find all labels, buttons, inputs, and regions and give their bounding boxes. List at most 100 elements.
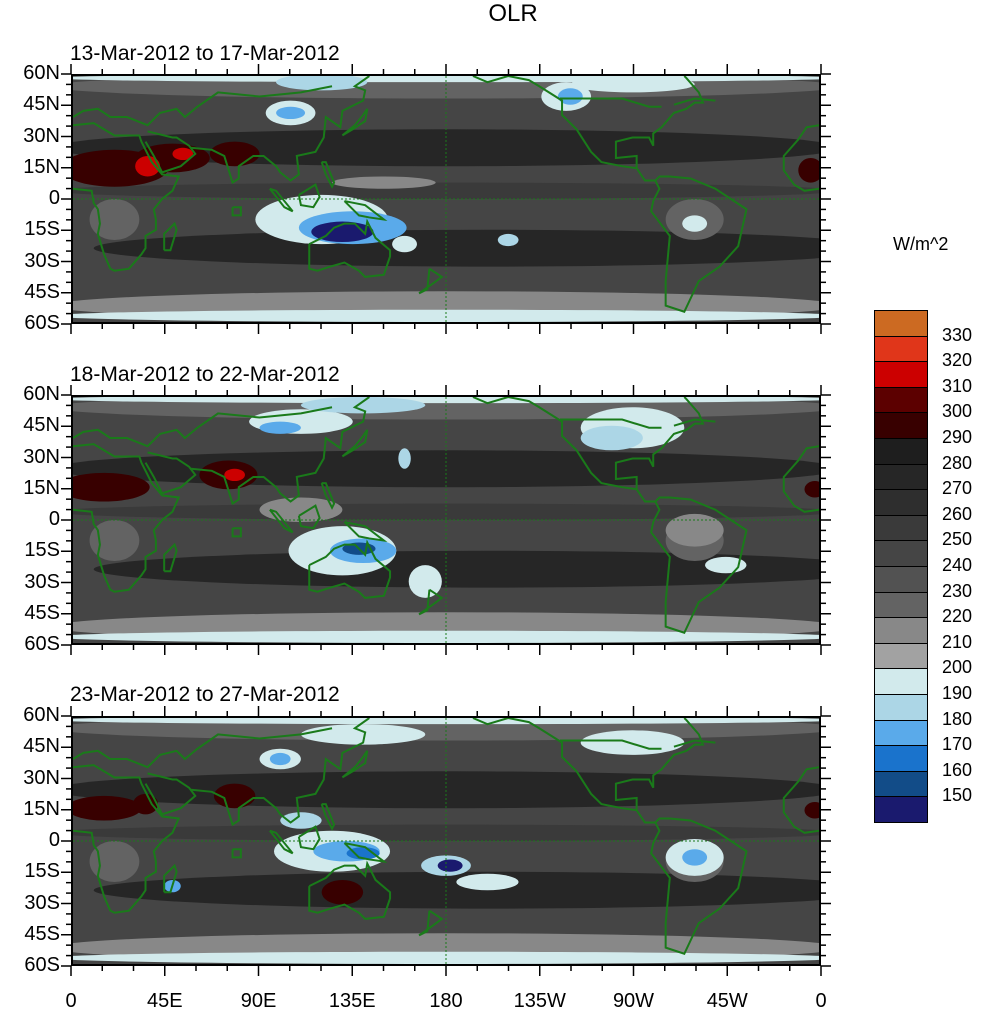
colorbar-swatch (874, 566, 928, 593)
coastline (73, 407, 332, 446)
coastline (419, 911, 442, 936)
coastline (191, 718, 369, 825)
olr-contour-region (209, 141, 260, 167)
colorbar-label: 200 (942, 657, 973, 678)
coastline (322, 804, 334, 829)
coastline (322, 162, 334, 187)
coastline (560, 99, 662, 107)
coastline (270, 831, 293, 854)
olr-contour-region (73, 309, 819, 322)
olr-contour-region (280, 812, 322, 829)
olr-contour-region (346, 847, 380, 860)
coastline (73, 123, 179, 271)
olr-contour-region (570, 76, 695, 93)
colorbar-swatch (874, 642, 928, 670)
y-tick-label: 45N (23, 414, 60, 437)
y-tick-label: 15N (23, 476, 60, 499)
colorbar-label: 310 (942, 375, 973, 396)
colorbar-label: 210 (942, 631, 973, 652)
olr-contour-region (332, 176, 436, 189)
olr-contour-region (682, 215, 708, 232)
y-tick-label: 15S (24, 860, 60, 883)
colorbar-swatch (874, 361, 928, 388)
olr-contour-region (73, 472, 150, 502)
coastline (309, 222, 390, 277)
colorbar-swatch (874, 694, 928, 721)
panel-1-subtitle: 13-Mar-2012 to 17-Mar-2012 (70, 42, 340, 65)
y-tick-label: 30N (23, 445, 60, 468)
chart-title: OLR (488, 0, 538, 27)
y-tick-label: 60S (24, 954, 60, 976)
x-tick-label: 135W (513, 990, 566, 1012)
colorbar-swatch (874, 412, 928, 439)
olr-contour-region (269, 752, 291, 766)
colorbar-label: 260 (942, 503, 973, 524)
y-tick-label: 30N (23, 766, 60, 789)
colorbar-swatch (874, 335, 928, 363)
map-panel-3 (71, 716, 821, 966)
colorbar-swatch (874, 770, 928, 798)
olr-contour-region (172, 147, 194, 161)
olr-contour-region (93, 550, 819, 588)
y-tick-label: 60N (23, 383, 60, 405)
coastline (784, 767, 819, 833)
coastline (616, 718, 703, 810)
olr-contour-region (73, 182, 819, 199)
y-tick-label: 30S (24, 570, 60, 593)
coastline (473, 76, 747, 312)
colorbar-label: 290 (942, 427, 973, 447)
colorbar-swatch (874, 489, 928, 516)
coastline (309, 543, 390, 598)
coastline (419, 590, 442, 615)
y-tick-label: 0 (48, 187, 60, 209)
y-tick-label: 0 (48, 829, 60, 851)
x-tick-label: 0 (815, 990, 827, 1012)
colorbar-swatch (874, 540, 928, 567)
coastline (419, 269, 442, 294)
colorbar-label: 160 (942, 759, 973, 780)
coastline (784, 446, 819, 512)
coastline (342, 430, 367, 457)
x-tick-label: 135E (328, 990, 376, 1012)
coastline (560, 741, 662, 749)
colorbar-label: 330 (942, 324, 973, 345)
coastline (473, 718, 747, 954)
y-tick-label: 45N (23, 93, 60, 116)
colorbar-units: W/m^2 (893, 234, 949, 254)
y-tick-label: 30S (24, 891, 60, 914)
olr-field-3 (73, 718, 819, 964)
olr-contour-region (321, 879, 364, 905)
olr-contour-region (89, 199, 140, 240)
map-panel-1 (71, 74, 821, 324)
coastline (560, 420, 662, 428)
colorbar-label: 300 (942, 401, 973, 422)
colorbar-label: 250 (942, 529, 973, 550)
olr-contour-region (73, 824, 819, 841)
coastline (299, 185, 320, 208)
colorbar-label: 150 (942, 785, 973, 806)
olr-contour-region (89, 841, 140, 882)
y-tick-label: 45S (24, 922, 60, 945)
olr-contour-region (804, 802, 819, 819)
y-tick-label: 30N (23, 124, 60, 147)
coastline (299, 827, 320, 850)
colorbar-swatch (874, 310, 928, 337)
coastline (233, 528, 241, 536)
olr-contour-region (682, 849, 708, 866)
olr-contour-region (456, 873, 519, 891)
y-tick-label: 0 (48, 508, 60, 530)
olr-contour-region (73, 397, 819, 404)
coastline (344, 843, 383, 861)
coastline (164, 866, 176, 893)
olr-contour-region (300, 397, 426, 414)
coastline (233, 849, 241, 857)
coastline (73, 444, 179, 592)
coastline (309, 864, 390, 919)
colorbar-swatch (874, 617, 928, 644)
olr-contour-region (392, 235, 417, 253)
coastline (191, 76, 369, 183)
olr-contour-region (133, 793, 158, 815)
olr-contour-region (73, 630, 819, 643)
coastline (674, 420, 715, 426)
coastline (473, 397, 747, 633)
